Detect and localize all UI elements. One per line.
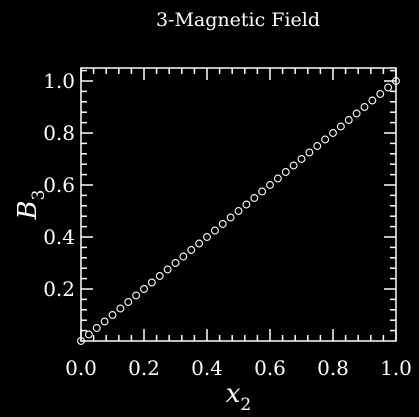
data-point [329,129,337,137]
data-point [281,168,290,176]
data-point [258,187,267,196]
data-point [163,265,172,274]
x-axis-label: x2 [226,379,252,415]
y-tick-label: 0.2 [43,277,75,301]
data-point [226,213,235,222]
x-axis-label-subscript: 2 [240,395,251,415]
y-tick-label: 1.0 [43,69,75,93]
data-point [360,103,369,111]
data-point [336,122,345,131]
x-tick-labels: 0.0 0.2 0.4 0.6 0.8 1.0 [65,356,412,380]
data-point [155,272,164,280]
axis-ticks [80,68,397,341]
data-point [132,291,141,300]
x-axis-label-main: x [226,379,241,409]
data-point [273,174,282,183]
x-tick-label: 0.0 [65,356,97,380]
data-point [266,181,274,189]
data-point [92,324,101,332]
data-point [234,207,243,215]
data-point [376,90,385,98]
data-point [210,226,219,235]
data-point [297,155,306,163]
data-point [321,135,330,144]
data-points [77,77,400,345]
data-point [187,246,196,254]
data-point [305,148,314,157]
data-point [289,161,298,170]
data-point [147,278,156,287]
y-tick-label: 0.4 [43,225,75,249]
data-point [352,109,361,118]
data-point [218,220,227,228]
y-tick-label: 0.6 [43,173,75,197]
x-tick-label: 0.4 [191,356,223,380]
data-point [368,96,377,105]
data-point [179,252,188,261]
data-point [250,194,259,202]
data-point [313,142,322,150]
y-axis-label: B3 [13,190,49,221]
data-point [242,200,251,209]
data-point [84,330,93,339]
data-point [384,83,393,92]
data-point [195,239,204,248]
y-tick-labels: 0.2 0.4 0.6 0.8 1.0 [43,69,75,301]
data-point [171,259,180,267]
data-point [116,304,125,313]
data-point [100,317,109,326]
x-tick-label: 0.6 [254,356,286,380]
x-tick-label: 1.0 [380,356,412,380]
data-point [344,116,353,124]
data-point [124,298,133,306]
data-point [108,311,117,319]
data-point [203,233,211,241]
y-axis-label-subscript: 3 [29,190,49,201]
plot-frame [80,67,397,342]
chart-title: 3-Magnetic Field [156,9,320,31]
y-axis-label-main: B [13,200,43,220]
y-tick-label: 0.8 [43,121,75,145]
x-tick-label: 0.2 [128,356,160,380]
data-point [140,285,148,293]
x-tick-label: 0.8 [317,356,349,380]
